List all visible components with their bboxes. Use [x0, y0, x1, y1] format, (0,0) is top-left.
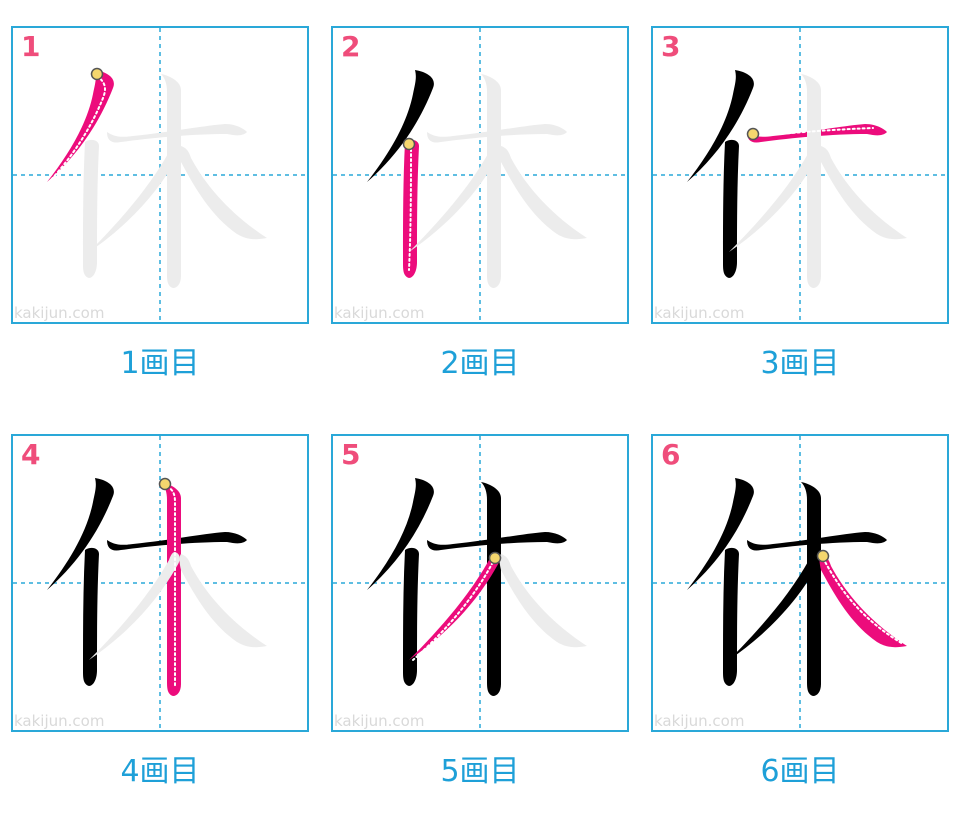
- ghost-stroke: [83, 139, 99, 278]
- watermark: kakijun.com: [654, 712, 745, 730]
- stroke-diagram-2: [331, 26, 629, 324]
- step-number: 1: [21, 30, 41, 63]
- ghost-stroke: [179, 554, 267, 648]
- start-point-marker: [488, 551, 502, 565]
- watermark: kakijun.com: [14, 304, 105, 322]
- current-stroke: [161, 482, 181, 696]
- completed-stroke: [83, 547, 99, 686]
- completed-stroke: [687, 478, 754, 590]
- step-number: 3: [661, 30, 681, 63]
- start-point-marker: [816, 549, 830, 563]
- completed-stroke: [403, 547, 419, 686]
- completed-stroke: [367, 478, 434, 590]
- current-stroke: [47, 70, 114, 182]
- ghost-stroke: [161, 74, 181, 288]
- stroke-direction-dots: [822, 557, 904, 645]
- ghost-stroke: [801, 74, 821, 288]
- completed-stroke: [481, 482, 501, 696]
- completed-stroke: [687, 70, 754, 182]
- completed-stroke: [723, 139, 739, 278]
- watermark: kakijun.com: [654, 304, 745, 322]
- step-label: 4画目: [120, 754, 200, 789]
- stroke-diagram-6: [651, 434, 949, 732]
- step-number: 5: [341, 438, 361, 471]
- stroke-step-panel-3: 3 kakijun.com: [651, 26, 949, 324]
- ghost-stroke: [819, 146, 907, 240]
- stroke-direction-dots: [48, 75, 106, 183]
- step-number: 6: [661, 438, 681, 471]
- stroke-step-panel-5: 5 kakijun.com: [331, 434, 629, 732]
- start-point-marker: [402, 137, 416, 151]
- ghost-stroke: [499, 554, 587, 648]
- start-point-marker: [90, 67, 104, 81]
- stroke-step-panel-1: 1 kakijun.com: [11, 26, 309, 324]
- step-label: 6画目: [760, 754, 840, 789]
- completed-stroke: [47, 478, 114, 590]
- watermark: kakijun.com: [334, 304, 425, 322]
- ghost-stroke: [409, 144, 500, 252]
- stroke-step-panel-2: 2 kakijun.com: [331, 26, 629, 324]
- stroke-step-panel-4: 4 kakijun.com: [11, 434, 309, 732]
- ghost-stroke: [729, 144, 820, 252]
- current-stroke: [819, 554, 907, 648]
- step-label: 3画目: [760, 346, 840, 381]
- completed-stroke: [367, 70, 434, 182]
- step-number: 4: [21, 438, 41, 471]
- ghost-stroke: [499, 146, 587, 240]
- ghost-stroke: [481, 74, 501, 288]
- ghost-stroke: [89, 552, 180, 660]
- step-label: 1画目: [120, 346, 200, 381]
- ghost-stroke: [179, 146, 267, 240]
- watermark: kakijun.com: [334, 712, 425, 730]
- stroke-diagram-3: [651, 26, 949, 324]
- watermark: kakijun.com: [14, 712, 105, 730]
- start-point-marker: [746, 127, 760, 141]
- completed-stroke: [729, 552, 820, 660]
- start-point-marker: [158, 477, 172, 491]
- stroke-diagram-4: [11, 434, 309, 732]
- stroke-diagram-1: [11, 26, 309, 324]
- stroke-direction-dots: [412, 557, 496, 661]
- step-label: 2画目: [440, 346, 520, 381]
- stroke-step-panel-6: 6 kakijun.com: [651, 434, 949, 732]
- ghost-stroke: [89, 144, 180, 252]
- step-number: 2: [341, 30, 361, 63]
- current-stroke: [409, 552, 500, 660]
- completed-stroke: [723, 547, 739, 686]
- stroke-direction-dots: [752, 127, 874, 137]
- stroke-direction-dots: [408, 143, 412, 271]
- step-label: 5画目: [440, 754, 520, 789]
- completed-stroke: [801, 482, 821, 696]
- stroke-diagram-5: [331, 434, 629, 732]
